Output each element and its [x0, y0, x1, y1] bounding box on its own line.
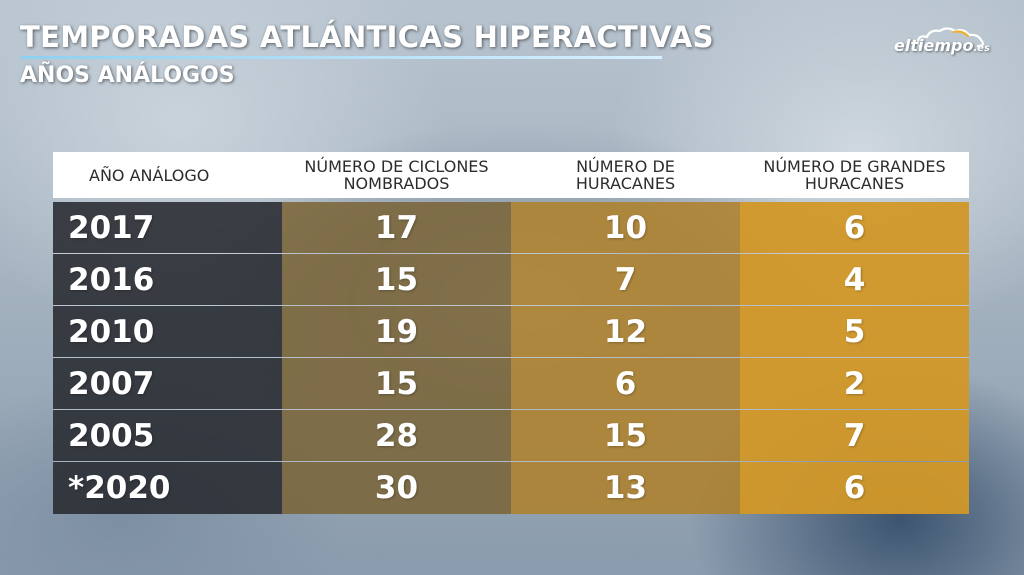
- header-year-line1: AÑO ANÁLOGO: [89, 165, 210, 185]
- header-named-line2: NOMBRADOS: [343, 174, 450, 193]
- cell-major: 4: [740, 254, 969, 305]
- header-major-hurricanes: NÚMERO DE GRANDES HURACANES: [740, 152, 969, 198]
- cell-hurricanes: 10: [511, 202, 740, 253]
- title-underline: [20, 56, 662, 59]
- cell-major: 6: [740, 462, 969, 514]
- table-header: AÑO ANÁLOGO NÚMERO DE CICLONES NOMBRADOS…: [53, 152, 969, 198]
- table-row: 2010 19 12 5: [53, 306, 969, 358]
- cell-named: 19: [282, 306, 511, 357]
- cell-major: 5: [740, 306, 969, 357]
- header-year: AÑO ANÁLOGO: [53, 152, 282, 198]
- header-hurricanes-line2: HURACANES: [575, 174, 676, 193]
- cell-named: 15: [282, 254, 511, 305]
- cell-named: 30: [282, 462, 511, 514]
- logo-suffix: .es: [973, 43, 990, 54]
- logo-name: eltiempo: [894, 36, 974, 55]
- header-named-cyclones: NÚMERO DE CICLONES NOMBRADOS: [282, 152, 511, 198]
- cell-major: 7: [740, 410, 969, 461]
- brand-logo: eltiempo.es: [894, 26, 1006, 58]
- cell-hurricanes: 7: [511, 254, 740, 305]
- cell-year: 2007: [53, 358, 282, 409]
- header-named-line1: NÚMERO DE CICLONES: [304, 157, 489, 176]
- cell-year: 2017: [53, 202, 282, 253]
- header-hurricanes-line1: NÚMERO DE: [576, 157, 675, 176]
- cell-hurricanes: 13: [511, 462, 740, 514]
- table-row: 2016 15 7 4: [53, 254, 969, 306]
- cell-year: 2016: [53, 254, 282, 305]
- header-hurricanes: NÚMERO DE HURACANES: [511, 152, 740, 198]
- title-block: TEMPORADAS ATLÁNTICAS HIPERACTIVAS AÑOS …: [20, 20, 714, 88]
- page-title: TEMPORADAS ATLÁNTICAS HIPERACTIVAS: [20, 20, 714, 54]
- page-subtitle: AÑOS ANÁLOGOS: [20, 63, 235, 88]
- cell-hurricanes: 12: [511, 306, 740, 357]
- cell-major: 2: [740, 358, 969, 409]
- cell-year: 2005: [53, 410, 282, 461]
- cell-major: 6: [740, 202, 969, 253]
- table-row: 2007 15 6 2: [53, 358, 969, 410]
- table-row: 2017 17 10 6: [53, 202, 969, 254]
- cell-hurricanes: 15: [511, 410, 740, 461]
- logo-text: eltiempo.es: [894, 36, 990, 55]
- analog-years-table: AÑO ANÁLOGO NÚMERO DE CICLONES NOMBRADOS…: [53, 152, 969, 514]
- cell-named: 15: [282, 358, 511, 409]
- cell-named: 17: [282, 202, 511, 253]
- cell-named: 28: [282, 410, 511, 461]
- cell-year: 2010: [53, 306, 282, 357]
- cloud-icon: [916, 27, 984, 48]
- cell-year: *2020: [53, 462, 282, 514]
- table-body: 2017 17 10 6 2016 15 7 4 2010 19 12 5 20…: [53, 202, 969, 514]
- table-row: *2020 30 13 6: [53, 462, 969, 514]
- header-major-line2: HURACANES: [804, 174, 905, 193]
- header-major-line1: NÚMERO DE GRANDES: [763, 157, 946, 176]
- table-row: 2005 28 15 7: [53, 410, 969, 462]
- cell-hurricanes: 6: [511, 358, 740, 409]
